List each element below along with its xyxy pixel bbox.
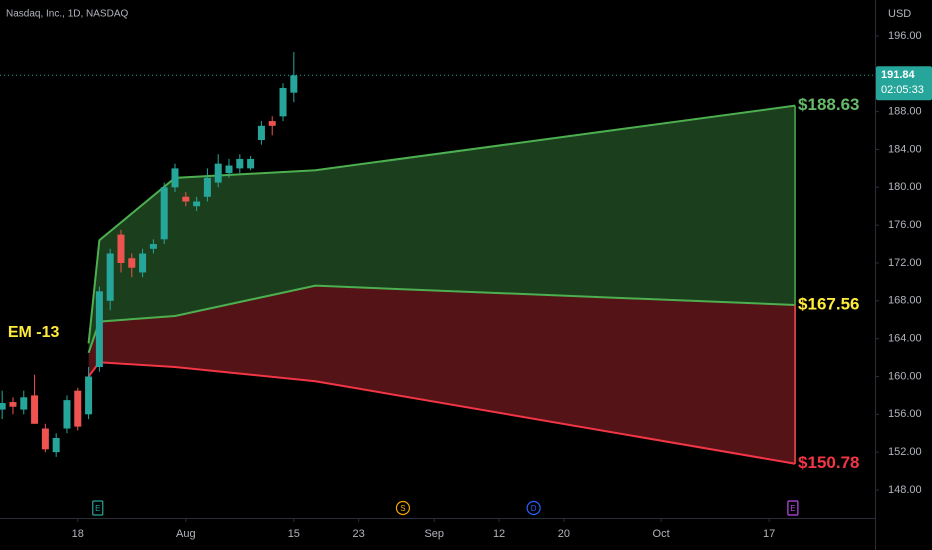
x-tick-label: 23 — [353, 528, 365, 540]
y-tick-label: 172.00 — [888, 257, 922, 269]
annotation: EM -13 — [8, 324, 60, 341]
currency-label: USD — [888, 8, 911, 20]
y-tick-label: 148.00 — [888, 484, 922, 496]
last-price-label: 191.84 — [881, 69, 916, 81]
x-tick-label: 18 — [72, 528, 84, 540]
countdown-label: 02:05:33 — [881, 84, 924, 96]
candle-body — [214, 163, 222, 183]
x-tick-label: Oct — [653, 528, 670, 540]
candle-body — [9, 402, 17, 407]
event-icon — [526, 500, 541, 516]
x-tick-label: Aug — [176, 528, 196, 540]
y-tick-label: 180.00 — [888, 181, 922, 193]
candle-body — [41, 428, 49, 450]
candle-body — [31, 395, 39, 424]
candle-body — [225, 165, 233, 174]
candle-body — [182, 196, 190, 202]
event-label: E — [95, 504, 100, 513]
y-tick-label: 188.00 — [888, 106, 922, 118]
y-tick-label: 184.00 — [888, 143, 922, 155]
candle-body — [128, 258, 136, 268]
candle-body — [257, 125, 265, 140]
y-tick-label: 160.00 — [888, 370, 922, 382]
candle-body — [74, 390, 82, 427]
y-tick-label: 196.00 — [888, 30, 922, 42]
x-tick-label: 12 — [493, 528, 505, 540]
candle-body — [279, 87, 287, 117]
band-line — [87, 361, 796, 465]
y-tick-label: 164.00 — [888, 333, 922, 345]
y-tick-label: 156.00 — [888, 408, 922, 420]
candle-body — [117, 234, 125, 263]
candle-body — [106, 253, 114, 301]
candle-body — [63, 400, 71, 429]
event-label: E — [790, 504, 795, 513]
event-icon — [92, 500, 104, 516]
band-line — [87, 284, 796, 354]
band-label: $167.56 — [798, 294, 859, 313]
candle-body — [160, 187, 168, 240]
candle-body — [85, 376, 93, 415]
candle-body — [95, 291, 103, 368]
candle-body — [290, 75, 298, 93]
event-label: D — [531, 504, 537, 513]
band-label: $150.78 — [798, 453, 859, 472]
candle-body — [203, 177, 211, 197]
last-price-box — [876, 66, 932, 101]
y-tick-label: 152.00 — [888, 446, 922, 458]
candle-body — [171, 168, 179, 188]
event-label: S — [400, 504, 405, 513]
candle-body — [52, 437, 60, 453]
x-tick-label: 15 — [288, 528, 300, 540]
band-fill — [88, 105, 796, 353]
x-tick-label: Sep — [424, 528, 444, 540]
candle-body — [247, 158, 255, 169]
y-tick-label: 176.00 — [888, 219, 922, 231]
candle-body — [236, 158, 244, 169]
candle-body — [268, 121, 276, 126]
event-icon — [395, 500, 411, 516]
x-tick-label: 20 — [558, 528, 570, 540]
candle-body — [193, 201, 201, 207]
event-icon — [787, 500, 799, 516]
candle-body — [0, 402, 6, 410]
chart-title: Nasdaq, Inc., 1D, NASDAQ — [6, 9, 128, 20]
band-label: $188.63 — [798, 95, 859, 114]
y-tick-label: 168.00 — [888, 295, 922, 307]
x-tick-label: 17 — [763, 528, 775, 540]
candle-body — [139, 253, 147, 273]
candle-body — [20, 397, 28, 410]
candle-body — [149, 244, 157, 249]
band-fill — [88, 285, 796, 464]
